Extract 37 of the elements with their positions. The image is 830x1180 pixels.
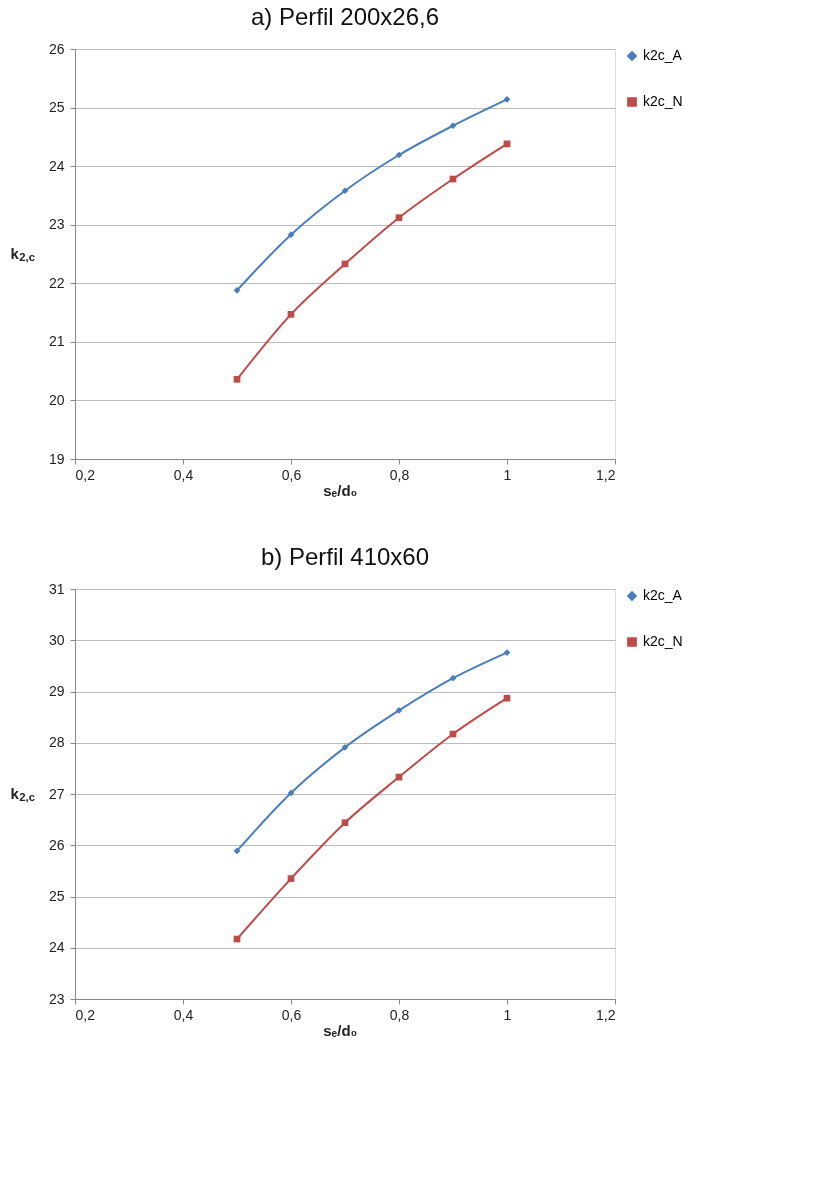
y-tick-label: 23 (48, 216, 65, 233)
y-tick-label: 31 (48, 580, 65, 597)
x-axis-title: sₑ/d₀ (323, 482, 358, 499)
x-tick-label: 1,2 (596, 466, 616, 483)
x-tick-label: 0,6 (281, 1006, 302, 1023)
x-tick-label: 1,2 (596, 1006, 616, 1023)
legend-label: k2c_A (643, 587, 683, 603)
chart-title: b) Perfil 410x60 (260, 543, 430, 570)
x-tick-label: 0,2 (75, 466, 96, 483)
y-tick-label: 30 (48, 631, 65, 648)
legend-label: k2c_A (643, 47, 683, 63)
y-tick-label: 19 (48, 450, 65, 467)
y-tick-label: 22 (48, 274, 65, 291)
y-tick-label: 26 (48, 836, 65, 853)
y-tick-label: 24 (48, 939, 65, 956)
x-tick-label: 0,4 (173, 466, 194, 483)
y-tick-label: 29 (48, 683, 65, 699)
x-tick-label: 0,4 (173, 1006, 194, 1023)
x-tick-label: 1 (503, 1006, 512, 1023)
y-tick-label: 27 (48, 785, 65, 802)
y-tick-label: 25 (48, 888, 65, 904)
y-tick-label: 21 (48, 333, 65, 350)
y-tick-label: 26 (48, 40, 65, 57)
y-tick-label: 24 (48, 157, 65, 174)
y-tick-label: 25 (48, 99, 65, 116)
x-tick-label: 0,6 (281, 466, 302, 483)
x-tick-label: 1 (503, 466, 512, 483)
legend-label: k2c_N (643, 633, 683, 649)
x-tick-label: 0,2 (75, 1006, 96, 1023)
y-tick-label: 28 (48, 734, 65, 751)
y-tick-label: 23 (48, 990, 65, 1007)
x-tick-label: 0,8 (389, 466, 410, 483)
x-axis-title: sₑ/d₀ (323, 1022, 358, 1039)
y-tick-label: 20 (48, 391, 65, 408)
x-tick-label: 0,8 (389, 1006, 410, 1023)
legend-label: k2c_N (643, 93, 683, 109)
chart-title: a) Perfil 200x26,6 (250, 3, 440, 30)
